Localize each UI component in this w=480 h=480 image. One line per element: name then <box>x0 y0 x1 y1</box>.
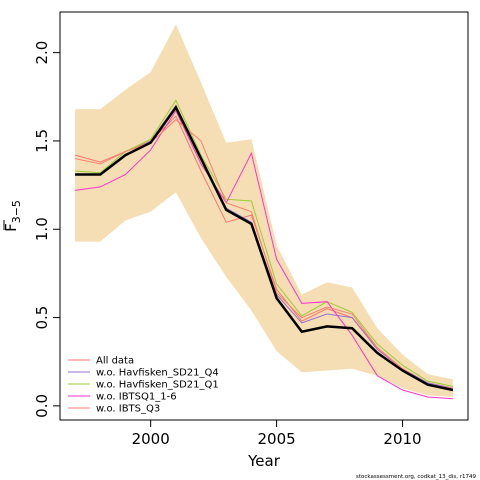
legend-label: w.o. IBTSQ1_1-6 <box>96 392 177 403</box>
x-axis-label: Year <box>247 452 281 470</box>
y-tick-label: 0.0 <box>33 394 51 418</box>
y-axis-label-base: F <box>2 223 20 232</box>
x-tick-label: 2000 <box>132 430 170 448</box>
footnote: stockassessment.org, codkat_13_dis, r174… <box>356 474 476 480</box>
y-tick-label: 0.5 <box>33 306 51 330</box>
legend-label: w.o. IBTS_Q3 <box>96 404 160 415</box>
series-line-3 <box>75 109 453 400</box>
legend-label: w.o. Havfisken_SD21_Q1 <box>96 380 219 391</box>
x-tick-label: 2010 <box>383 430 421 448</box>
series-line-4 <box>74 119 453 389</box>
y-tick-label: 2.0 <box>33 41 51 65</box>
y-axis-label: F3−5 <box>2 200 23 232</box>
y-axis: 0.0 0.5 1.0 1.5 2.0 <box>33 41 60 418</box>
y-tick-label: 1.5 <box>33 129 51 153</box>
y-axis-label-sub: 3−5 <box>10 200 23 223</box>
svg-text:F3−5: F3−5 <box>2 200 23 232</box>
legend-label: w.o. Havfisken_SD21_Q4 <box>96 368 219 379</box>
confidence-band-area <box>75 24 453 398</box>
series-line-2 <box>75 99 454 387</box>
series-lines <box>74 99 454 400</box>
legend-label: All data <box>96 356 134 367</box>
x-axis: 2000 2005 2010 <box>132 419 422 448</box>
confidence-band <box>75 24 453 398</box>
x-tick-label: 2005 <box>257 430 295 448</box>
main-estimate-line <box>75 104 454 392</box>
y-tick-label: 1.0 <box>33 217 51 241</box>
